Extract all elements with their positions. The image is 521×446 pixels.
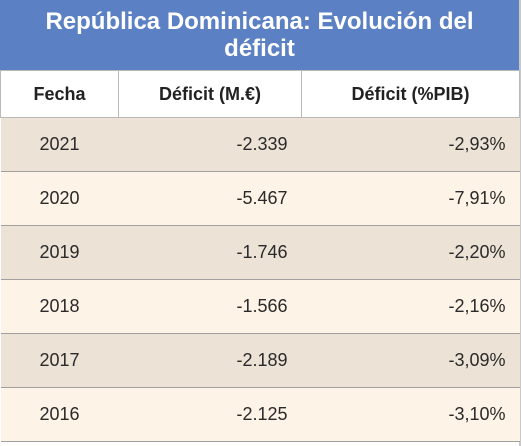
cell-deficit-pib: -7,91% [301,171,520,226]
cell-deficit-meur: -2.125 [118,387,302,442]
cell-deficit-meur: -1.746 [118,225,302,280]
column-header-fecha: Fecha [0,70,119,118]
table-row: 2018 -1.566 -2,16% [0,279,520,334]
table-row: 2016 -2.125 -3,10% [0,387,520,442]
cell-fecha: 2016 [0,387,119,442]
cell-deficit-pib: -2,20% [301,225,520,280]
cell-deficit-meur: -2.189 [118,333,302,388]
cell-deficit-pib: -3,10% [301,387,520,442]
table-row: 2019 -1.746 -2,20% [0,225,520,280]
header-row: Fecha Déficit (M.€) Déficit (%PIB) [0,70,520,118]
cell-deficit-meur: -1.566 [118,279,302,334]
table-row: 2017 -2.189 -3,09% [0,333,520,388]
column-header-deficit-pib: Déficit (%PIB) [301,70,520,118]
cell-deficit-pib: -2,93% [301,117,520,172]
cell-fecha: 2020 [0,171,119,226]
cell-deficit-pib: -3,09% [301,333,520,388]
table-title: República Dominicana: Evolución del défi… [0,0,519,70]
table-row: 2021 -2.339 -2,93% [0,117,520,172]
cell-deficit-pib: -2,16% [301,279,520,334]
cell-deficit-meur: -5.467 [118,171,302,226]
column-header-deficit-meur: Déficit (M.€) [118,70,302,118]
cell-deficit-meur: -2.339 [118,117,302,172]
table-row: 2020 -5.467 -7,91% [0,171,520,226]
cell-fecha: 2018 [0,279,119,334]
cell-fecha: 2017 [0,333,119,388]
deficit-table: Fecha Déficit (M.€) Déficit (%PIB) 2021 … [0,70,520,442]
cell-fecha: 2021 [0,117,119,172]
cell-fecha: 2019 [0,225,119,280]
